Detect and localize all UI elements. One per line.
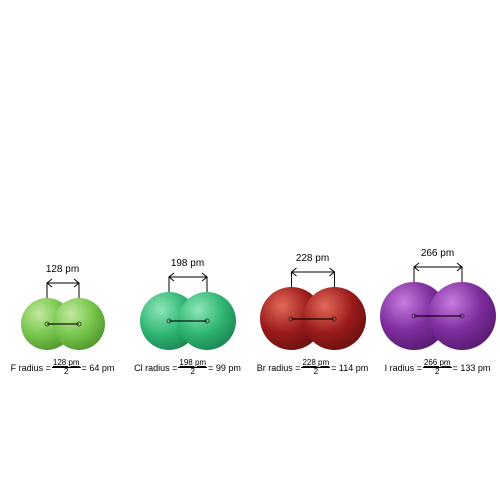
atom-pair: 198 pm Cl radius = 198 pm 2 = 99 pm (140, 292, 236, 350)
caption-prefix: Br radius = (257, 363, 301, 373)
atom-center-marker (411, 314, 416, 319)
molecule-I: 266 pm I radius = 266 pm 2 = 133 pm (378, 282, 498, 350)
fraction: 198 pm 2 (178, 359, 207, 376)
figure-stage: 128 pm F radius = 128 pm 2 = 64 pm 198 p… (0, 0, 500, 500)
atom-pair: 128 pm F radius = 128 pm 2 = 64 pm (21, 298, 105, 350)
dimension-arrow-icon (260, 266, 366, 294)
bond-length-label: 198 pm (171, 258, 204, 269)
fraction-denominator: 2 (314, 368, 318, 376)
bond-line (291, 318, 334, 320)
fraction-numerator: 128 pm (53, 358, 80, 367)
dimension-arrow-icon (380, 261, 496, 289)
molecule-row: 128 pm F radius = 128 pm 2 = 64 pm 198 p… (0, 180, 500, 350)
molecule-Cl: 198 pm Cl radius = 198 pm 2 = 99 pm (128, 292, 248, 350)
caption-prefix: Cl radius = (134, 363, 177, 373)
atom-pair: 228 pm Br radius = 228 pm 2 = 114 pm (260, 287, 366, 350)
bond-length-label: 128 pm (46, 264, 79, 275)
atom-center-marker (166, 319, 171, 324)
radius-caption: I radius = 266 pm 2 = 133 pm (358, 359, 500, 376)
bond-line (414, 315, 462, 317)
fraction-numerator: 198 pm (179, 358, 206, 367)
bond-dimension: 128 pm (21, 264, 105, 305)
bond-dimension: 266 pm (380, 248, 496, 289)
fraction: 228 pm 2 (301, 359, 330, 376)
fraction-denominator: 2 (435, 368, 439, 376)
molecule-Br: 228 pm Br radius = 228 pm 2 = 114 pm (253, 287, 373, 350)
bond-length-label: 228 pm (296, 253, 329, 264)
bond-length-label: 266 pm (421, 248, 454, 259)
fraction-numerator: 228 pm (302, 358, 329, 367)
bond-line (169, 320, 207, 322)
caption-prefix: F radius = (11, 363, 51, 373)
fraction-denominator: 2 (64, 368, 68, 376)
atom-center-marker (459, 314, 464, 319)
atom-center-marker (76, 322, 81, 327)
molecule-F: 128 pm F radius = 128 pm 2 = 64 pm (3, 298, 123, 350)
bond-dimension: 228 pm (260, 253, 366, 294)
fraction-denominator: 2 (191, 368, 195, 376)
fraction: 128 pm 2 (52, 359, 81, 376)
fraction: 266 pm 2 (423, 359, 452, 376)
bond-line (47, 323, 79, 325)
caption-prefix: I radius = (385, 363, 422, 373)
atom-center-marker (204, 319, 209, 324)
atom-center-marker (332, 316, 337, 321)
atom-pair: 266 pm I radius = 266 pm 2 = 133 pm (380, 282, 496, 350)
fraction-numerator: 266 pm (424, 358, 451, 367)
atom-center-marker (289, 316, 294, 321)
bond-dimension: 198 pm (140, 258, 236, 299)
caption-suffix: = 133 pm (453, 363, 491, 373)
atom-center-marker (44, 322, 49, 327)
